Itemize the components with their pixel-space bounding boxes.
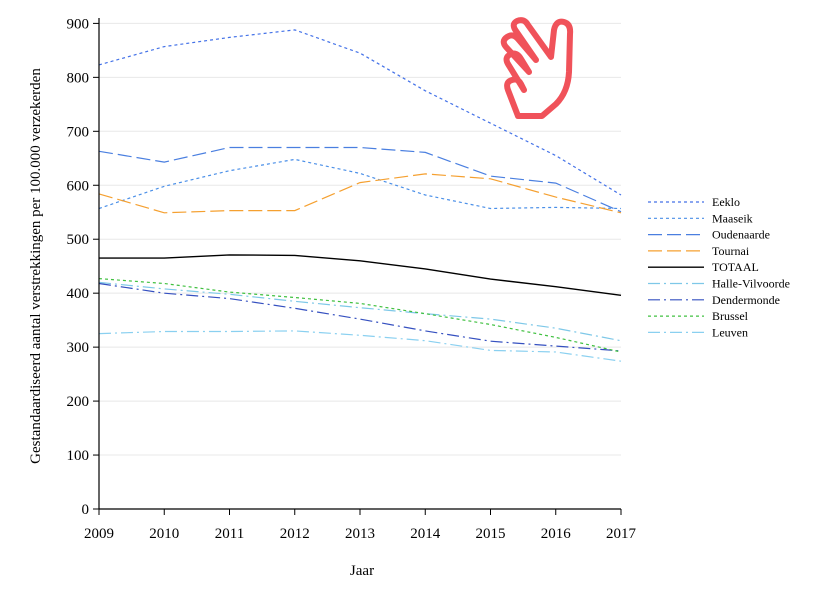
y-tick-label: 100 [67,448,90,464]
legend-item: Tournai [648,244,750,258]
y-axis-title: Gestandaardiseerd aantal verstrekkingen … [28,68,44,464]
x-tick-label: 2016 [541,526,572,542]
legend-label: TOTAAL [712,260,759,274]
legend-item: Leuven [648,325,748,339]
y-tick-label: 200 [67,394,90,410]
y-tick-label: 700 [67,124,90,140]
legend: Eeklo Maaseik Oudenaarde Tournai TOTAAL Halle… [648,195,790,339]
legend-item: Dendermonde [648,293,780,307]
legend-label: Eeklo [712,195,740,209]
legend-label: Maaseik [712,211,753,225]
legend-item: Eeklo [648,195,740,209]
series-line-oudenaarde [98,146,622,213]
axis-ticks: 0 100 200 300 400 500 600 700 800 900 2009 2010 2011… [67,16,637,542]
y-tick-label: 600 [67,178,90,194]
series-line-maaseik [98,158,622,210]
legend-label: Brussel [712,309,749,323]
y-tick-label: 300 [67,340,90,356]
legend-label: Oudenaarde [712,228,770,242]
legend-label: Tournai [712,244,750,258]
y-tick-label: 900 [67,16,90,32]
y-tick-label: 800 [67,70,90,86]
pointing-hand-cursor-icon [496,12,592,124]
hand-cursor-outline [500,17,574,119]
legend-item: Maaseik [648,211,753,225]
legend-item: Brussel [648,309,749,323]
x-tick-label: 2009 [84,526,114,542]
legend-item: Halle-Vilvoorde [648,277,790,291]
x-tick-label: 2014 [410,526,441,542]
x-tick-label: 2010 [149,526,179,542]
x-tick-label: 2017 [606,526,637,542]
gridlines [99,22,621,456]
legend-item: Oudenaarde [648,228,770,242]
x-axis-title: Jaar [350,563,374,579]
legend-item: TOTAAL [648,260,759,274]
y-tick-label: 500 [67,232,90,248]
y-tick-label: 0 [82,502,90,518]
series-line-totaal [99,254,622,296]
x-tick-label: 2012 [280,526,310,542]
y-tick-label: 400 [67,286,90,302]
x-tick-label: 2011 [215,526,244,542]
x-tick-label: 2015 [476,526,506,542]
legend-label: Leuven [712,325,748,339]
legend-label: Dendermonde [712,293,780,307]
series-lines [98,29,622,362]
series-line-brussel [98,278,622,353]
series-line-tournai [98,173,622,214]
legend-label: Halle-Vilvoorde [712,277,790,291]
x-tick-label: 2013 [345,526,375,542]
